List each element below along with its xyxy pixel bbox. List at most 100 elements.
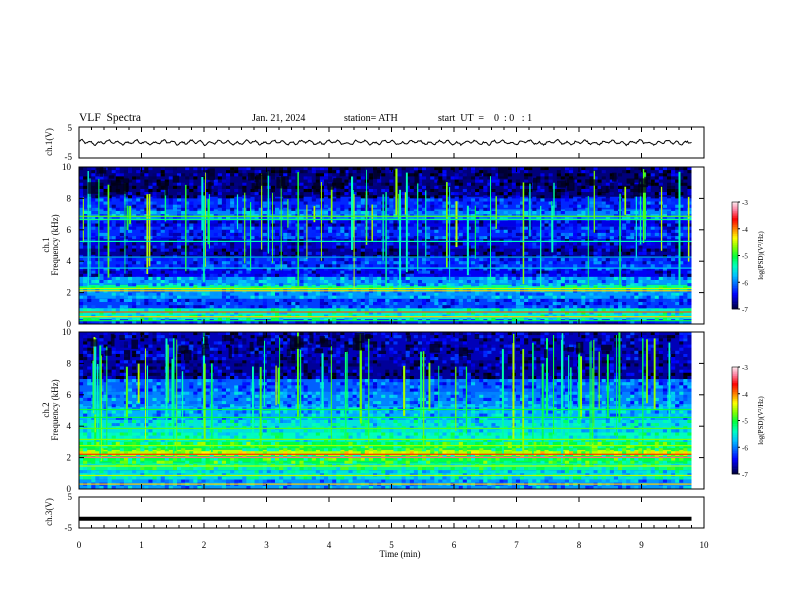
spectrogram-cell xyxy=(573,344,578,348)
spectrogram-cell xyxy=(417,344,422,348)
spectrogram-cell xyxy=(230,251,235,255)
spectrogram-cell xyxy=(438,354,443,358)
spectrogram-cell xyxy=(221,239,226,243)
spectrogram-cell xyxy=(377,286,382,290)
spectrogram-cell xyxy=(254,192,259,196)
spectrogram-cell xyxy=(438,236,443,240)
spectrogram-cell xyxy=(119,261,124,265)
spectrogram-cell xyxy=(483,264,488,268)
spectrogram-cell xyxy=(634,167,639,171)
spectrogram-cell xyxy=(299,236,304,240)
spectrogram-cell xyxy=(352,357,357,361)
spectrogram-cell xyxy=(152,341,157,345)
spectrogram-cell xyxy=(671,320,676,324)
spectrogram-cell xyxy=(160,298,165,302)
spectrogram-cell xyxy=(556,173,561,177)
spectrogram-cell xyxy=(658,185,663,189)
spectrogram-cell xyxy=(287,179,292,183)
spectrogram-cell xyxy=(642,283,647,287)
spectrogram-cell xyxy=(605,217,610,221)
spectrogram-cell xyxy=(581,264,586,268)
spectrogram-cell xyxy=(524,295,529,299)
spectrogram-cell xyxy=(262,217,267,221)
spectrogram-cell xyxy=(332,276,337,280)
spectrogram-cell xyxy=(622,283,627,287)
spectrogram-cell xyxy=(213,292,218,296)
spectrogram-cell xyxy=(299,214,304,218)
spectrogram-cell xyxy=(254,286,259,290)
spectrogram-cell xyxy=(601,229,606,233)
spectrogram-cell xyxy=(642,298,647,302)
spectrogram-cell xyxy=(303,270,308,274)
spectrogram-cell xyxy=(291,182,296,186)
spectrogram-cell xyxy=(515,302,520,306)
spectrogram-cell xyxy=(405,332,410,336)
spectrogram-cell xyxy=(491,245,496,249)
spectrogram-cell xyxy=(654,267,659,271)
spectrogram-cell xyxy=(356,239,361,243)
spectrogram-cell xyxy=(454,267,459,271)
spectrogram-cell xyxy=(221,198,226,202)
spectrogram-cell xyxy=(230,229,235,233)
spectrogram-cell xyxy=(450,167,455,171)
spectrogram-cell xyxy=(507,179,512,183)
spectrogram-cell xyxy=(495,248,500,252)
spectrogram-cell xyxy=(238,185,243,189)
spectrogram-cell xyxy=(283,207,288,211)
spectrogram-cell xyxy=(532,223,537,227)
spectrogram-cell xyxy=(377,220,382,224)
spectrogram-cell xyxy=(609,189,614,193)
spectrogram-cell xyxy=(205,292,210,296)
spectrogram-cell xyxy=(487,176,492,180)
spectrogram-cell xyxy=(626,229,631,233)
spectrogram-cell xyxy=(246,283,251,287)
spectrogram-cell xyxy=(528,258,533,262)
spectrogram-cell xyxy=(91,335,96,339)
spectrogram-cell xyxy=(172,273,177,277)
spectrogram-cell xyxy=(507,254,512,258)
spectrogram-cell xyxy=(132,302,137,306)
spectrogram-cell xyxy=(270,211,275,215)
sferic-streak xyxy=(203,195,205,282)
spectrogram-cell xyxy=(458,223,463,227)
spectrogram-cell xyxy=(299,350,304,354)
spectrogram-cell xyxy=(458,167,463,171)
spectrogram-cell xyxy=(646,261,651,265)
spectrogram-cell xyxy=(499,338,504,342)
spectrogram-cell xyxy=(540,248,545,252)
spectrogram-cell xyxy=(348,298,353,302)
spectrogram-cell xyxy=(119,251,124,255)
spectrogram-cell xyxy=(373,350,378,354)
spectrogram-cell xyxy=(442,195,447,199)
spectrogram-cell xyxy=(148,283,153,287)
spectrogram-cell xyxy=(577,204,582,208)
spectrogram-cell xyxy=(283,276,288,280)
spectrogram-cell xyxy=(471,226,476,230)
spectrogram-cell xyxy=(328,220,333,224)
spectrogram-cell xyxy=(217,176,222,180)
spectrogram-cell xyxy=(336,176,341,180)
spectrogram-cell xyxy=(622,251,627,255)
spectrogram-cell xyxy=(360,167,365,171)
sferic-streak xyxy=(395,168,398,216)
spectrogram-cell xyxy=(364,270,369,274)
spectrogram-cell xyxy=(479,350,484,354)
spectrogram-cell xyxy=(360,176,365,180)
spectrogram-cell xyxy=(262,245,267,249)
spectrogram-cell xyxy=(83,357,88,361)
spectrogram-cell xyxy=(144,173,149,177)
spectrogram-cell xyxy=(634,173,639,177)
spectrogram-cell xyxy=(226,292,231,296)
spectrogram-cell xyxy=(667,189,672,193)
spectrogram-cell xyxy=(675,261,680,265)
spectrogram-cell xyxy=(303,283,308,287)
spectrogram-cell xyxy=(193,320,198,324)
sferic-streak xyxy=(129,205,132,225)
spectrogram-cell xyxy=(413,223,418,227)
spectrogram-cell xyxy=(266,292,271,296)
spectrogram-cell xyxy=(91,170,96,174)
spectrogram-cell xyxy=(597,267,602,271)
spectrogram-cell xyxy=(471,182,476,186)
spectrogram-cell xyxy=(393,264,398,268)
spectrogram-cell xyxy=(573,264,578,268)
